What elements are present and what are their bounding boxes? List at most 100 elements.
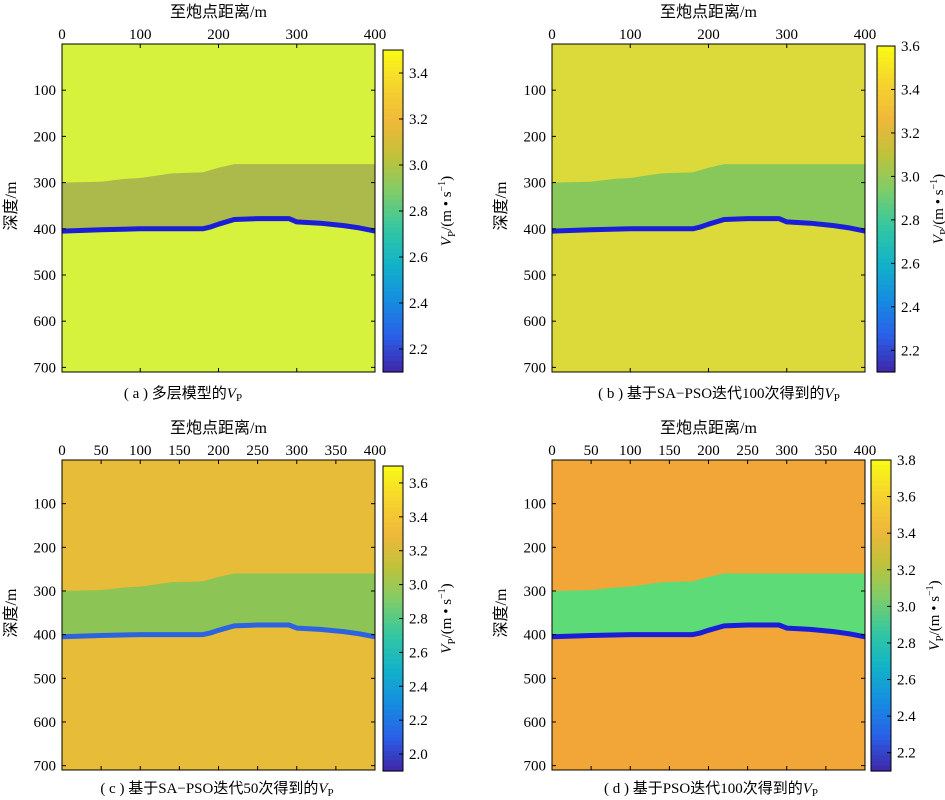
colorbar-segment	[383, 291, 403, 298]
colorbar-segment	[871, 522, 891, 528]
colorbar-segment	[383, 178, 403, 185]
colorbar-segment	[877, 328, 895, 335]
colorbar-segment	[383, 633, 403, 640]
colorbar-segment	[871, 496, 891, 503]
colorbar-segment	[877, 149, 895, 156]
y-tick-label: 100	[524, 83, 547, 99]
panel-a: 0 100 200 300 400 100 200 300 400 500 600 700 至炮点距离/…	[2, 3, 458, 404]
colorbar-segment	[877, 263, 895, 270]
y-tick-label: 600	[34, 715, 57, 731]
colorbar-segment	[383, 567, 403, 574]
colorbar-segment	[383, 141, 403, 148]
colorbar-tick-label: 2.4	[897, 709, 916, 725]
panel-caption: ( b ) 基于SA−PSO迭代100次得到的VP	[598, 385, 840, 404]
colorbar-segment	[383, 471, 403, 477]
colorbar-segment	[877, 165, 895, 172]
y-tick-label: 600	[34, 314, 57, 330]
x-tick-label: 100	[619, 443, 642, 459]
colorbar-segment	[383, 496, 403, 503]
colorbar-segment	[877, 89, 895, 96]
colorbar-segment	[877, 279, 895, 286]
colorbar-segment	[383, 720, 403, 726]
colorbar-segment	[871, 574, 891, 580]
colorbar-segment	[877, 170, 895, 177]
caption-var: V	[227, 386, 238, 402]
colorbar-segment	[383, 216, 403, 223]
y-tick-label: 200	[34, 129, 57, 145]
layer-interface	[62, 622, 375, 640]
colorbar-segment	[871, 750, 891, 757]
colorbar-tick-label: 3.0	[897, 599, 916, 615]
y-tick-label: 500	[34, 671, 57, 687]
colorbar-segment	[383, 323, 403, 330]
layer-interface	[552, 216, 865, 234]
colorbar-segment	[871, 677, 891, 684]
colorbar-tick-label: 3.4	[901, 82, 920, 98]
colorbar-segment	[383, 654, 403, 660]
y-tick-label: 300	[524, 584, 547, 600]
y-tick-label: 500	[524, 671, 547, 687]
colorbar-frame	[870, 459, 892, 772]
colorbar-segment	[877, 306, 895, 313]
colorbar-tick-label: 2.4	[409, 679, 428, 695]
colorbar-tick-label: 3.6	[901, 39, 920, 55]
colorbar-tick-label: 2.2	[409, 713, 428, 729]
colorbar-tick-label: 3.4	[409, 66, 428, 82]
x-axis-label: 至炮点距离/m	[660, 3, 757, 21]
colorbar-segment	[877, 111, 895, 118]
colorbar-tick-label: 2.2	[897, 746, 916, 762]
colorbar-segment	[871, 548, 891, 554]
colorbar-segment	[871, 475, 891, 482]
colorbar-segment	[383, 582, 403, 589]
colorbar-segment	[383, 613, 403, 620]
colorbar-segment	[877, 225, 895, 232]
caption-sub: P	[834, 392, 840, 404]
colorbar-segment	[871, 646, 891, 653]
colorbar-segment	[383, 593, 403, 599]
colorbar-segment	[877, 214, 895, 221]
colorbar-segment	[877, 203, 895, 210]
colorbar-segment	[871, 667, 891, 674]
colorbar-segment	[877, 209, 895, 216]
colorbar-label-sub: P	[446, 231, 458, 237]
colorbar-label-sub: P	[446, 638, 458, 644]
colorbar-segment	[383, 669, 403, 676]
colorbar-segment	[383, 259, 403, 266]
colorbar-segment	[877, 290, 895, 297]
colorbar-segment	[871, 599, 891, 606]
colorbar-label: VP/(m • s−1)	[925, 580, 945, 650]
x-tick-label: 400	[854, 27, 877, 43]
colorbar-label-end: )	[927, 580, 943, 585]
caption-sub: P	[812, 787, 818, 799]
colorbar-segment	[877, 46, 895, 53]
colorbar-segment	[383, 200, 403, 207]
panel-caption: ( a ) 多层模型的VP	[124, 385, 242, 404]
y-tick-label: 100	[524, 497, 547, 513]
colorbar-segment	[383, 355, 403, 362]
colorbar-segment	[871, 734, 891, 741]
colorbar-segment	[383, 659, 403, 665]
colorbar-tick-label: 2.4	[409, 296, 428, 312]
colorbar-segment	[877, 73, 895, 80]
colorbar-segment	[383, 532, 403, 538]
colorbar-label-end: )	[931, 174, 945, 179]
colorbar-segment	[383, 501, 403, 508]
colorbar-segment	[383, 173, 403, 180]
colorbar-segment	[871, 620, 891, 627]
y-tick-label: 400	[524, 628, 547, 644]
colorbar-segment	[383, 725, 403, 731]
colorbar-segment	[383, 168, 403, 175]
colorbar-segment	[383, 264, 403, 271]
plot-area	[552, 460, 865, 770]
caption-var: V	[825, 386, 836, 402]
colorbar-tick-label: 3.0	[409, 158, 428, 174]
y-tick-label: 100	[34, 83, 57, 99]
colorbar-label-unit: /(m • s	[439, 191, 455, 231]
colorbar-segment	[383, 275, 403, 282]
colorbar-label-sup: −1	[437, 181, 448, 192]
colorbar-segment	[383, 511, 403, 518]
colorbar-segment	[877, 219, 895, 226]
colorbar-segment	[871, 584, 891, 591]
panel-caption: ( d ) 基于PSO迭代100次得到的VP	[604, 780, 818, 799]
